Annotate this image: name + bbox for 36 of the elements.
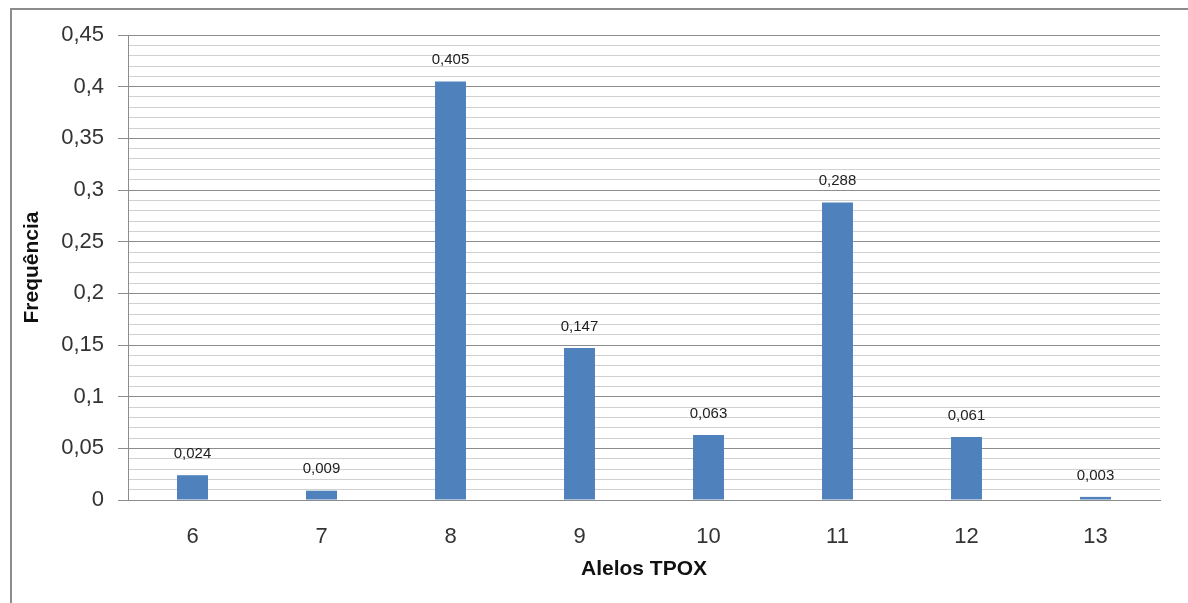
data-label: 0,147 xyxy=(560,316,599,334)
bar xyxy=(564,348,595,500)
bar xyxy=(177,475,208,500)
y-tick-label: 0,25 xyxy=(61,227,104,253)
data-label: 0,003 xyxy=(1076,465,1115,483)
x-tick-label: 8 xyxy=(444,523,457,549)
bar xyxy=(693,434,724,500)
x-tick-label: 10 xyxy=(696,523,721,549)
y-tick-label: 0,3 xyxy=(73,176,104,202)
x-tick-label: 13 xyxy=(1083,523,1108,549)
x-tick-label: 11 xyxy=(826,523,849,549)
bar xyxy=(1080,496,1111,500)
x-tick-label: 7 xyxy=(315,523,328,549)
bar xyxy=(306,490,337,500)
x-tick-label: 12 xyxy=(954,523,979,549)
x-axis-title: Alelos TPOX xyxy=(580,556,708,580)
y-tick-label: 0,05 xyxy=(61,434,104,460)
data-label: 0,061 xyxy=(947,405,986,423)
y-tick-label: 0,2 xyxy=(73,279,104,305)
data-label: 0,288 xyxy=(818,171,857,189)
y-tick-label: 0,4 xyxy=(73,72,104,98)
data-label: 0,009 xyxy=(302,459,341,477)
data-label: 0,405 xyxy=(431,50,470,68)
data-label: 0,024 xyxy=(173,443,212,461)
y-tick-label: 0,35 xyxy=(61,124,104,150)
y-tick-label: 0,15 xyxy=(61,331,104,357)
bar xyxy=(435,81,466,500)
x-tick-label: 6 xyxy=(186,523,199,549)
x-tick-label: 9 xyxy=(573,523,586,549)
bar xyxy=(822,202,853,500)
data-label: 0,063 xyxy=(689,403,728,421)
bar xyxy=(951,436,982,500)
y-tick-label: 0,1 xyxy=(73,382,104,408)
y-tick-label: 0 xyxy=(91,486,104,512)
y-axis-title: Frequência xyxy=(19,211,43,324)
y-tick-label: 0,45 xyxy=(61,21,104,47)
